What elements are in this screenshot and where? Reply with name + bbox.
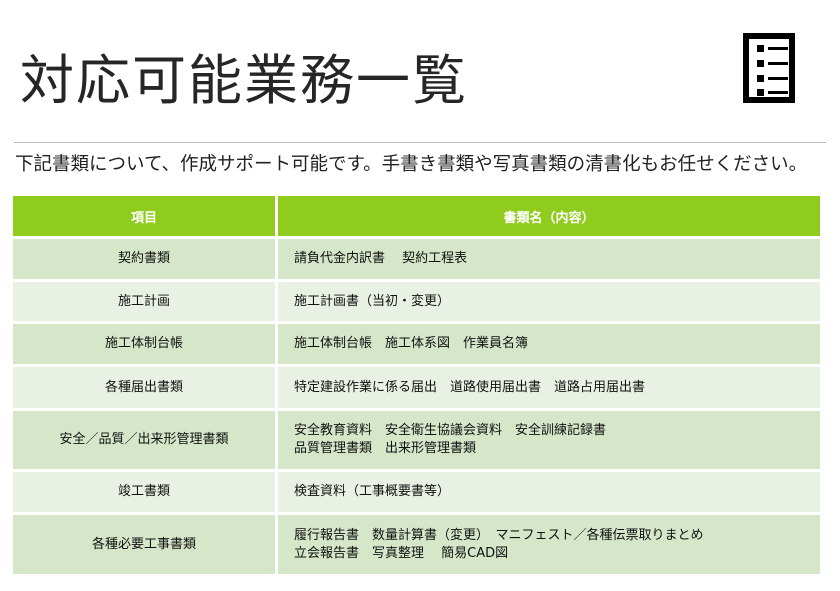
table-row: 竣工書類 検査資料（工事概要書等） xyxy=(13,472,820,512)
item-cell: 契約書類 xyxy=(13,239,275,279)
header-docs: 書類名（内容） xyxy=(278,196,820,236)
doc-line: 特定建設作業に係る届出 道路使用届出書 道路占用届出書 xyxy=(294,379,646,395)
doc-line: 品質管理書類 出来形管理書類 xyxy=(294,441,477,456)
table-row: 施工体制台帳 施工体制台帳 施工体系図 作業員名簿 xyxy=(13,324,820,364)
table-row: 契約書類 請負代金内訳書 契約工程表 xyxy=(13,239,820,279)
docs-cell: 特定建設作業に係る届出 道路使用届出書 道路占用届出書 xyxy=(278,367,820,408)
doc-line: 施工体制台帳 施工体系図 作業員名簿 xyxy=(294,336,529,351)
table-row: 各種届出書類 特定建設作業に係る届出 道路使用届出書 道路占用届出書 xyxy=(13,367,820,408)
item-cell: 施工計画 xyxy=(13,282,275,321)
doc-line: 履行報告書 数量計算書（変更） マニフェスト／各種伝票取りまとめ xyxy=(294,527,704,543)
item-cell: 各種届出書類 xyxy=(13,367,275,408)
subtitle: 下記書類について、作成サポート可能です。手書き書類や写真書類の清書化もお任せくだ… xyxy=(15,154,808,175)
docs-cell: 安全教育資料 安全衛生協議会資料 安全訓練記録書 品質管理書類 出来形管理書類 xyxy=(278,411,820,469)
doc-line: 請負代金内訳書 契約工程表 xyxy=(294,251,468,266)
doc-line: 立会報告書 写真整理 簡易CAD図 xyxy=(294,545,509,561)
table-row: 各種必要工事書類 履行報告書 数量計算書（変更） マニフェスト／各種伝票取りまとめ… xyxy=(13,515,820,574)
page-title: 対応可能業務一覧 xyxy=(20,49,468,112)
docs-cell: 検査資料（工事概要書等） xyxy=(278,472,820,512)
item-cell: 安全／品質／出来形管理書類 xyxy=(13,411,275,469)
table-row: 施工計画 施工計画書（当初・変更） xyxy=(13,282,820,321)
docs-cell: 請負代金内訳書 契約工程表 xyxy=(278,239,820,279)
table-row: 安全／品質／出来形管理書類 安全教育資料 安全衛生協議会資料 安全訓練記録書 品質管… xyxy=(13,411,820,469)
item-cell: 竣工書類 xyxy=(13,472,275,512)
doc-line: 施工計画書（当初・変更） xyxy=(294,293,451,309)
docs-cell: 履行報告書 数量計算書（変更） マニフェスト／各種伝票取りまとめ 立会報告書 写真… xyxy=(278,515,820,574)
docs-cell: 施工計画書（当初・変更） xyxy=(278,282,820,321)
docs-cell: 施工体制台帳 施工体系図 作業員名簿 xyxy=(278,324,820,364)
header-item: 項目 xyxy=(13,196,275,236)
item-cell: 施工体制台帳 xyxy=(13,324,275,364)
document-list-icon xyxy=(743,33,795,103)
doc-line: 安全教育資料 安全衛生協議会資料 安全訓練記録書 xyxy=(294,423,607,438)
doc-line: 検査資料（工事概要書等） xyxy=(294,484,451,499)
divider xyxy=(14,142,826,143)
documents-table: 項目 書類名（内容） 契約書類 請負代金内訳書 契約工程表施工計画 施工計画書（当初… xyxy=(10,193,823,577)
item-cell: 各種必要工事書類 xyxy=(13,515,275,574)
